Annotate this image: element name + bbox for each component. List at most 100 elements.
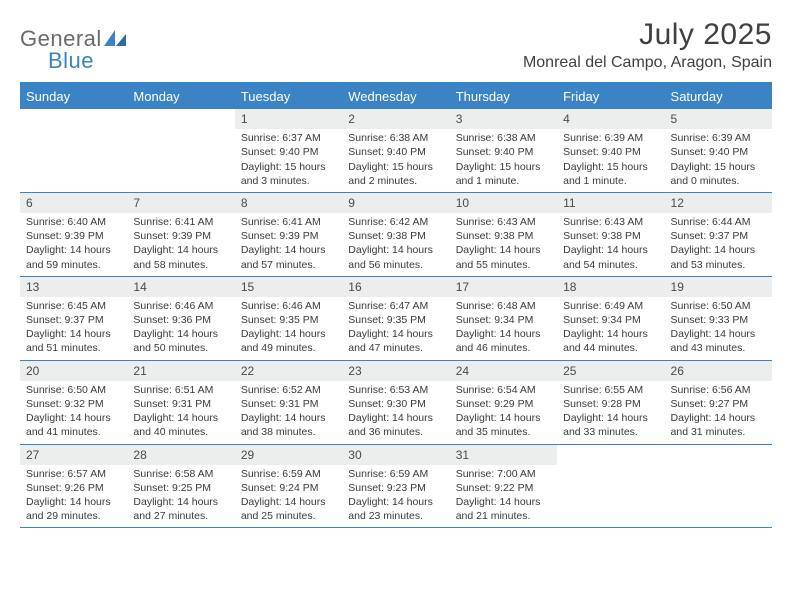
daylight1-text: Daylight: 15 hours	[348, 160, 443, 174]
weekday-header: Sunday Monday Tuesday Wednesday Thursday…	[20, 84, 772, 109]
day-cell: 18Sunrise: 6:49 AMSunset: 9:34 PMDayligh…	[557, 277, 664, 360]
sunset-text: Sunset: 9:28 PM	[563, 397, 658, 411]
daylight2-text: and 56 minutes.	[348, 258, 443, 272]
sunrise-text: Sunrise: 6:59 AM	[241, 467, 336, 481]
sunrise-text: Sunrise: 6:55 AM	[563, 383, 658, 397]
daylight2-text: and 50 minutes.	[133, 341, 228, 355]
daylight2-text: and 36 minutes.	[348, 425, 443, 439]
daylight2-text: and 21 minutes.	[456, 509, 551, 523]
day-cell: 22Sunrise: 6:52 AMSunset: 9:31 PMDayligh…	[235, 361, 342, 444]
sunrise-text: Sunrise: 6:59 AM	[348, 467, 443, 481]
day-body: Sunrise: 6:44 AMSunset: 9:37 PMDaylight:…	[665, 213, 772, 276]
daylight1-text: Daylight: 14 hours	[133, 411, 228, 425]
day-cell: 31Sunrise: 7:00 AMSunset: 9:22 PMDayligh…	[450, 445, 557, 528]
daylight2-text: and 43 minutes.	[671, 341, 766, 355]
sunset-text: Sunset: 9:38 PM	[456, 229, 551, 243]
weekday-label: Saturday	[665, 84, 772, 109]
day-number: 11	[557, 193, 664, 213]
daylight1-text: Daylight: 14 hours	[241, 495, 336, 509]
sunrise-text: Sunrise: 6:44 AM	[671, 215, 766, 229]
sunrise-text: Sunrise: 6:49 AM	[563, 299, 658, 313]
sunset-text: Sunset: 9:37 PM	[671, 229, 766, 243]
week-row: 1Sunrise: 6:37 AMSunset: 9:40 PMDaylight…	[20, 109, 772, 193]
day-number: 29	[235, 445, 342, 465]
weekday-label: Friday	[557, 84, 664, 109]
sunrise-text: Sunrise: 6:43 AM	[563, 215, 658, 229]
day-body: Sunrise: 6:38 AMSunset: 9:40 PMDaylight:…	[450, 129, 557, 192]
daylight1-text: Daylight: 14 hours	[26, 411, 121, 425]
logo-sail-icon	[104, 26, 126, 52]
sunset-text: Sunset: 9:39 PM	[26, 229, 121, 243]
day-cell: 17Sunrise: 6:48 AMSunset: 9:34 PMDayligh…	[450, 277, 557, 360]
day-cell: 20Sunrise: 6:50 AMSunset: 9:32 PMDayligh…	[20, 361, 127, 444]
day-cell: 10Sunrise: 6:43 AMSunset: 9:38 PMDayligh…	[450, 193, 557, 276]
day-body: Sunrise: 6:42 AMSunset: 9:38 PMDaylight:…	[342, 213, 449, 276]
sunrise-text: Sunrise: 6:51 AM	[133, 383, 228, 397]
empty-cell	[127, 109, 234, 192]
sunset-text: Sunset: 9:39 PM	[133, 229, 228, 243]
daylight1-text: Daylight: 14 hours	[133, 495, 228, 509]
day-body: Sunrise: 6:46 AMSunset: 9:36 PMDaylight:…	[127, 297, 234, 360]
day-body: Sunrise: 6:39 AMSunset: 9:40 PMDaylight:…	[665, 129, 772, 192]
weekday-label: Monday	[127, 84, 234, 109]
day-body: Sunrise: 6:50 AMSunset: 9:32 PMDaylight:…	[20, 381, 127, 444]
day-number: 23	[342, 361, 449, 381]
sunset-text: Sunset: 9:40 PM	[456, 145, 551, 159]
day-body: Sunrise: 6:46 AMSunset: 9:35 PMDaylight:…	[235, 297, 342, 360]
empty-cell	[665, 445, 772, 528]
daylight1-text: Daylight: 14 hours	[241, 243, 336, 257]
sunset-text: Sunset: 9:24 PM	[241, 481, 336, 495]
sunset-text: Sunset: 9:40 PM	[348, 145, 443, 159]
daylight2-text: and 51 minutes.	[26, 341, 121, 355]
sunrise-text: Sunrise: 6:42 AM	[348, 215, 443, 229]
daylight2-text: and 25 minutes.	[241, 509, 336, 523]
daylight2-text: and 23 minutes.	[348, 509, 443, 523]
daylight2-text: and 59 minutes.	[26, 258, 121, 272]
daylight1-text: Daylight: 14 hours	[241, 327, 336, 341]
sunset-text: Sunset: 9:31 PM	[241, 397, 336, 411]
day-body: Sunrise: 6:59 AMSunset: 9:24 PMDaylight:…	[235, 465, 342, 528]
sunset-text: Sunset: 9:22 PM	[456, 481, 551, 495]
day-cell: 11Sunrise: 6:43 AMSunset: 9:38 PMDayligh…	[557, 193, 664, 276]
day-cell: 4Sunrise: 6:39 AMSunset: 9:40 PMDaylight…	[557, 109, 664, 192]
daylight1-text: Daylight: 14 hours	[133, 243, 228, 257]
week-row: 27Sunrise: 6:57 AMSunset: 9:26 PMDayligh…	[20, 445, 772, 529]
day-number: 15	[235, 277, 342, 297]
week-row: 6Sunrise: 6:40 AMSunset: 9:39 PMDaylight…	[20, 193, 772, 277]
day-cell: 19Sunrise: 6:50 AMSunset: 9:33 PMDayligh…	[665, 277, 772, 360]
day-body: Sunrise: 6:47 AMSunset: 9:35 PMDaylight:…	[342, 297, 449, 360]
daylight2-text: and 3 minutes.	[241, 174, 336, 188]
header: General Blue July 2025 Monreal del Campo…	[20, 18, 772, 74]
logo-text: General Blue	[20, 26, 126, 74]
day-number: 2	[342, 109, 449, 129]
daylight2-text: and 0 minutes.	[671, 174, 766, 188]
day-number: 24	[450, 361, 557, 381]
sunset-text: Sunset: 9:36 PM	[133, 313, 228, 327]
daylight2-text: and 54 minutes.	[563, 258, 658, 272]
daylight1-text: Daylight: 14 hours	[563, 411, 658, 425]
day-number: 5	[665, 109, 772, 129]
daylight2-text: and 2 minutes.	[348, 174, 443, 188]
daylight1-text: Daylight: 14 hours	[241, 411, 336, 425]
brand-logo: General Blue	[20, 18, 126, 74]
sunset-text: Sunset: 9:34 PM	[563, 313, 658, 327]
day-number: 17	[450, 277, 557, 297]
sunset-text: Sunset: 9:35 PM	[348, 313, 443, 327]
sunrise-text: Sunrise: 6:47 AM	[348, 299, 443, 313]
day-number: 25	[557, 361, 664, 381]
day-number: 9	[342, 193, 449, 213]
day-body: Sunrise: 6:45 AMSunset: 9:37 PMDaylight:…	[20, 297, 127, 360]
daylight1-text: Daylight: 15 hours	[563, 160, 658, 174]
day-cell: 14Sunrise: 6:46 AMSunset: 9:36 PMDayligh…	[127, 277, 234, 360]
day-cell: 3Sunrise: 6:38 AMSunset: 9:40 PMDaylight…	[450, 109, 557, 192]
daylight1-text: Daylight: 14 hours	[671, 411, 766, 425]
day-cell: 1Sunrise: 6:37 AMSunset: 9:40 PMDaylight…	[235, 109, 342, 192]
daylight2-text: and 29 minutes.	[26, 509, 121, 523]
sunset-text: Sunset: 9:37 PM	[26, 313, 121, 327]
day-number: 19	[665, 277, 772, 297]
day-cell: 7Sunrise: 6:41 AMSunset: 9:39 PMDaylight…	[127, 193, 234, 276]
day-cell: 15Sunrise: 6:46 AMSunset: 9:35 PMDayligh…	[235, 277, 342, 360]
day-cell: 13Sunrise: 6:45 AMSunset: 9:37 PMDayligh…	[20, 277, 127, 360]
day-cell: 9Sunrise: 6:42 AMSunset: 9:38 PMDaylight…	[342, 193, 449, 276]
day-body: Sunrise: 6:43 AMSunset: 9:38 PMDaylight:…	[450, 213, 557, 276]
